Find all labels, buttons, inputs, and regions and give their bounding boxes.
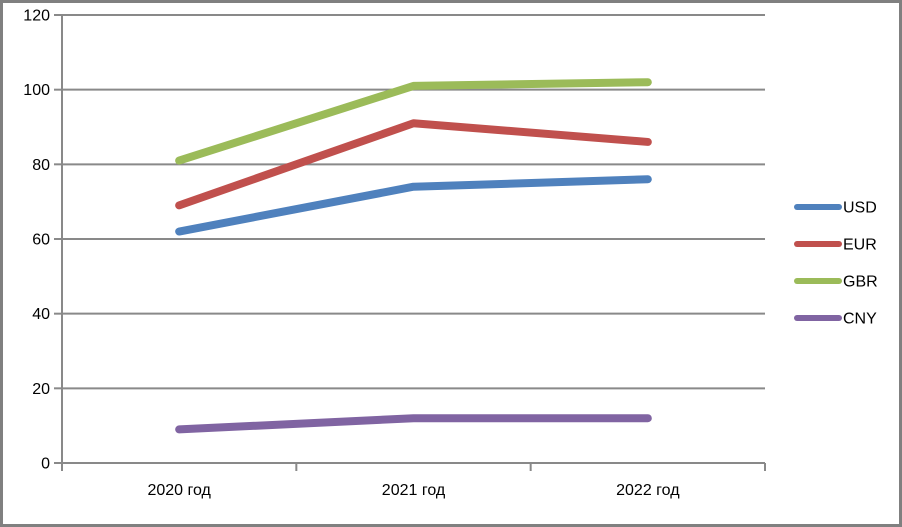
series-line-cny — [175, 414, 652, 434]
y-tick-label: 120 — [23, 8, 50, 25]
legend-label-usd: USD — [843, 200, 877, 217]
x-tick-label: 2021 год — [382, 482, 446, 499]
y-tick-label: 40 — [32, 306, 50, 323]
legend-item-cny: CNY — [794, 311, 877, 328]
y-tick-label: 0 — [41, 456, 50, 473]
legend-label-cny: CNY — [843, 311, 877, 328]
legend-item-gbr: GBR — [794, 274, 878, 291]
y-tick-label: 20 — [32, 381, 50, 398]
y-tick-label: 100 — [23, 82, 50, 99]
legend-item-usd: USD — [794, 200, 877, 217]
legend-item-eur: EUR — [794, 237, 877, 254]
series-line-gbr — [175, 78, 652, 165]
legend-label-gbr: GBR — [843, 274, 878, 291]
series-line-eur — [175, 119, 652, 210]
series-line-usd — [175, 175, 652, 236]
x-tick-label: 2022 год — [616, 482, 680, 499]
y-tick-label: 60 — [32, 232, 50, 249]
legend-label-eur: EUR — [843, 237, 877, 254]
x-tick-label: 2020 год — [147, 482, 211, 499]
y-tick-label: 80 — [32, 157, 50, 174]
